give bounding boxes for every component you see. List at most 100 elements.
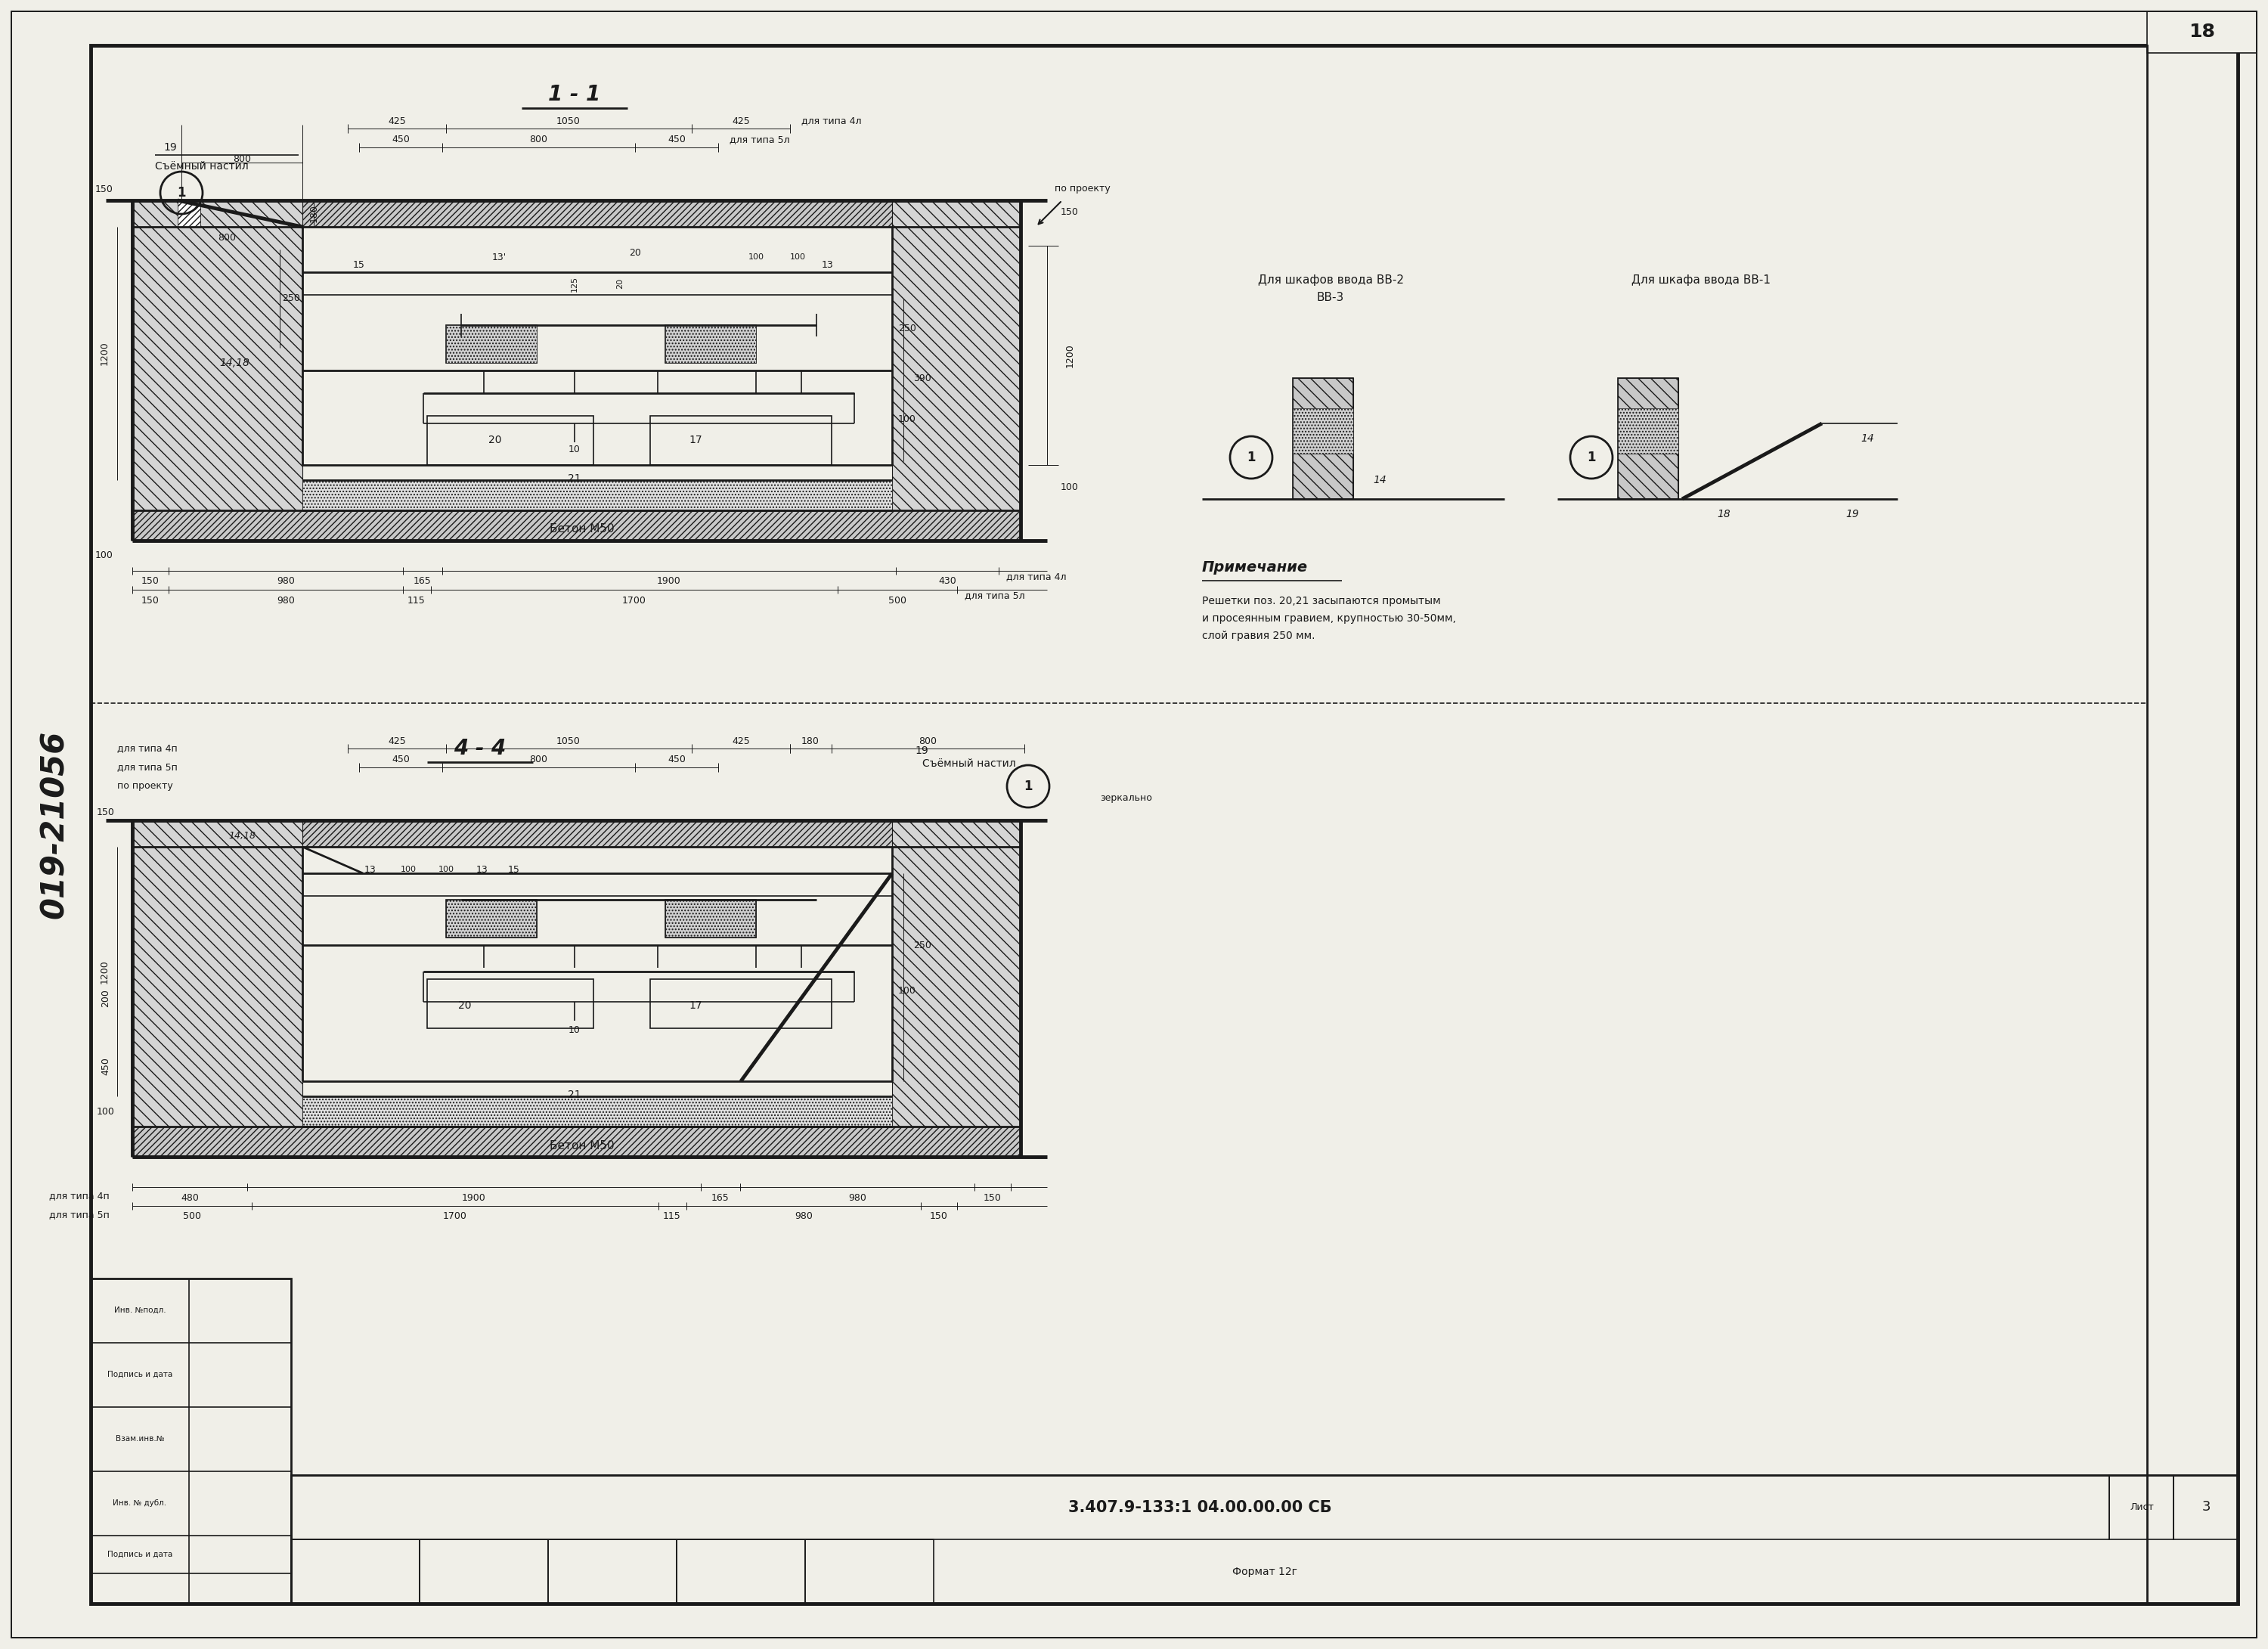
- Text: 1 - 1: 1 - 1: [549, 84, 601, 106]
- Text: 1200: 1200: [100, 960, 109, 983]
- Text: 17: 17: [689, 435, 703, 445]
- Text: 980: 980: [794, 1212, 812, 1222]
- Text: 21: 21: [567, 473, 581, 483]
- Text: 200: 200: [100, 989, 111, 1008]
- Text: 980: 980: [848, 1192, 866, 1202]
- Text: 150: 150: [1061, 206, 1080, 216]
- Bar: [290, 1476, 2109, 1540]
- Text: 450: 450: [100, 1057, 111, 1075]
- Text: 980: 980: [277, 595, 295, 605]
- Text: 800: 800: [919, 735, 937, 745]
- Bar: [2148, 12, 2257, 53]
- Bar: [665, 325, 755, 363]
- Text: 450: 450: [667, 755, 685, 765]
- Text: по проекту: по проекту: [118, 782, 172, 792]
- Bar: [302, 1097, 891, 1126]
- Bar: [426, 416, 594, 465]
- Text: для типа 4л: для типа 4л: [801, 115, 862, 125]
- Text: Для шкафов ввода ВВ-2: Для шкафов ввода ВВ-2: [1256, 274, 1404, 285]
- Text: 150: 150: [95, 185, 113, 195]
- Text: 13': 13': [492, 252, 506, 262]
- Text: 1900: 1900: [658, 577, 680, 587]
- Text: для типа 5п: для типа 5п: [118, 762, 177, 772]
- Bar: [891, 820, 1021, 1158]
- Text: 20: 20: [628, 249, 642, 259]
- Bar: [891, 201, 1021, 541]
- Text: 450: 450: [392, 755, 411, 765]
- Text: 14: 14: [1860, 434, 1873, 444]
- Text: 180: 180: [308, 204, 318, 223]
- Text: слой гравия 250 мм.: слой гравия 250 мм.: [1202, 630, 1315, 641]
- Text: для типа 5л: для типа 5л: [730, 135, 789, 145]
- Text: 250: 250: [898, 323, 916, 333]
- Bar: [805, 1540, 934, 1603]
- Bar: [665, 900, 755, 938]
- Bar: [132, 820, 1021, 848]
- Text: Инв. № дубл.: Инв. № дубл.: [113, 1499, 168, 1507]
- Text: 1: 1: [1588, 450, 1597, 465]
- Text: Для шкафа ввода ВВ-1: Для шкафа ввода ВВ-1: [1631, 274, 1771, 285]
- Bar: [676, 1540, 805, 1603]
- Text: Решетки поз. 20,21 засыпаются промытым: Решетки поз. 20,21 засыпаются промытым: [1202, 595, 1440, 607]
- Text: 1200: 1200: [100, 341, 109, 364]
- Text: 450: 450: [392, 135, 411, 145]
- Text: 18: 18: [2189, 23, 2216, 41]
- Text: 21: 21: [567, 1090, 581, 1100]
- Text: для типа 5л: для типа 5л: [964, 590, 1025, 600]
- Bar: [665, 325, 755, 363]
- Text: 980: 980: [277, 577, 295, 587]
- Text: 1: 1: [177, 186, 186, 200]
- Text: 390: 390: [914, 373, 932, 383]
- Text: 1: 1: [1247, 450, 1256, 465]
- Text: 250: 250: [914, 940, 932, 950]
- Text: 450: 450: [667, 135, 685, 145]
- Text: Съёмный настил: Съёмный настил: [154, 162, 249, 171]
- Bar: [91, 1278, 290, 1603]
- Text: 165: 165: [712, 1192, 730, 1202]
- Text: 250: 250: [281, 294, 299, 303]
- Text: 150: 150: [141, 577, 159, 587]
- Text: 1200: 1200: [1066, 343, 1075, 368]
- Text: 150: 150: [930, 1212, 948, 1222]
- Bar: [132, 201, 302, 541]
- Text: 100: 100: [898, 414, 916, 424]
- Text: 100: 100: [748, 254, 764, 261]
- Bar: [132, 201, 1021, 228]
- Bar: [2173, 1476, 2239, 1540]
- Text: 125: 125: [572, 275, 578, 292]
- Text: 14,18: 14,18: [229, 831, 256, 841]
- Text: 115: 115: [408, 595, 426, 605]
- Text: 100: 100: [438, 866, 454, 874]
- Text: 13: 13: [476, 864, 488, 874]
- Text: 165: 165: [413, 577, 431, 587]
- Bar: [1617, 378, 1678, 500]
- Text: для типа 4л: для типа 4л: [1007, 572, 1066, 582]
- Bar: [426, 980, 594, 1029]
- Text: Лист: Лист: [2130, 1502, 2155, 1512]
- Text: 500: 500: [889, 595, 907, 605]
- Text: 425: 425: [733, 115, 751, 125]
- Bar: [447, 325, 538, 363]
- Text: 800: 800: [218, 233, 236, 242]
- Text: 1700: 1700: [621, 595, 646, 605]
- Text: 3: 3: [2202, 1501, 2211, 1514]
- Text: для типа 5п: для типа 5п: [50, 1210, 109, 1220]
- Text: для типа 4п: для типа 4п: [118, 744, 177, 754]
- Text: Инв. №подл.: Инв. №подл.: [113, 1306, 166, 1314]
- Text: 1900: 1900: [463, 1192, 485, 1202]
- Text: 430: 430: [939, 577, 957, 587]
- Text: Подпись и дата: Подпись и дата: [107, 1370, 172, 1379]
- Text: 800: 800: [528, 135, 547, 145]
- Bar: [447, 900, 538, 938]
- Text: 425: 425: [733, 735, 751, 745]
- Text: 180: 180: [801, 735, 819, 745]
- Text: Формат 12г: Формат 12г: [1232, 1567, 1297, 1576]
- Text: Примечание: Примечание: [1202, 561, 1309, 574]
- Text: 150: 150: [984, 1192, 1002, 1202]
- Bar: [290, 1540, 420, 1603]
- Text: 20: 20: [488, 435, 501, 445]
- Text: 18: 18: [1717, 510, 1730, 519]
- Text: 500: 500: [184, 1212, 202, 1222]
- Text: 20: 20: [458, 1001, 472, 1011]
- Text: 20: 20: [617, 279, 624, 289]
